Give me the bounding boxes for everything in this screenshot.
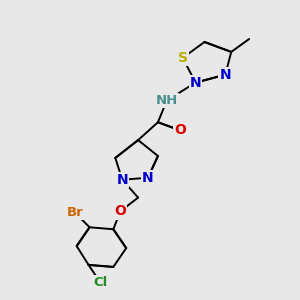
Text: N: N <box>220 68 231 82</box>
Text: N: N <box>142 171 154 185</box>
Text: S: S <box>178 51 188 65</box>
Text: NH: NH <box>156 94 178 107</box>
Text: O: O <box>174 123 186 137</box>
Text: O: O <box>114 204 126 218</box>
Text: N: N <box>190 76 201 90</box>
Text: N: N <box>116 173 128 187</box>
Text: Cl: Cl <box>93 276 108 289</box>
Text: S: S <box>178 51 188 65</box>
Text: Br: Br <box>66 206 83 219</box>
Text: N: N <box>220 68 231 82</box>
